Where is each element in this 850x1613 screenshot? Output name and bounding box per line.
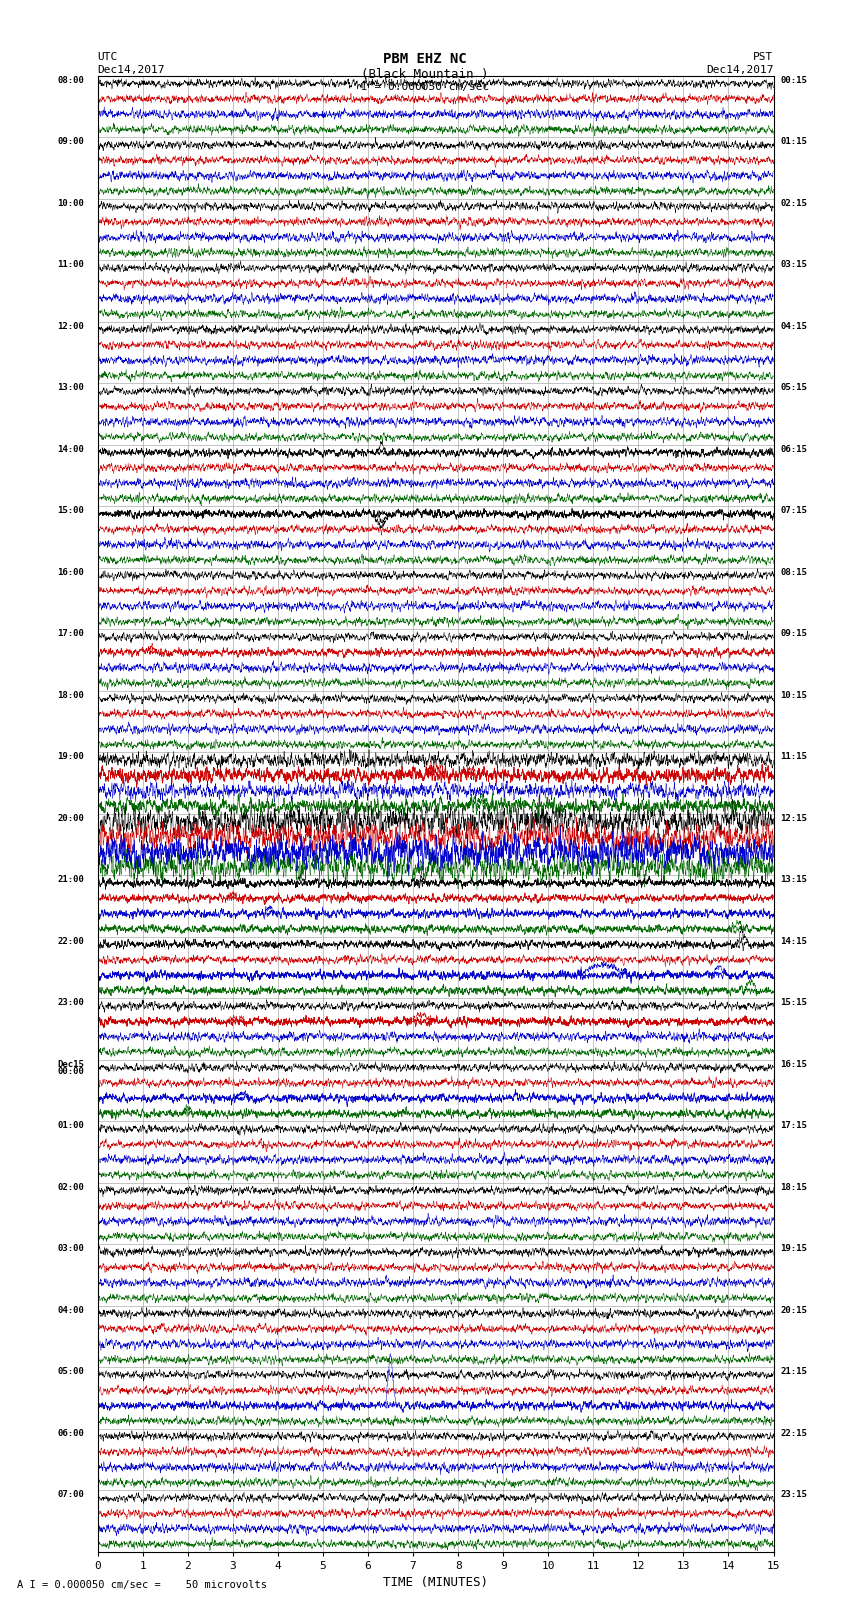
Text: 09:00: 09:00 bbox=[57, 137, 84, 147]
Text: 23:00: 23:00 bbox=[57, 998, 84, 1007]
Text: 17:00: 17:00 bbox=[57, 629, 84, 639]
Text: 02:00: 02:00 bbox=[57, 1182, 84, 1192]
Text: 14:00: 14:00 bbox=[57, 445, 84, 453]
Text: PST: PST bbox=[753, 52, 774, 61]
Text: Dec15: Dec15 bbox=[57, 1060, 84, 1069]
Text: 05:15: 05:15 bbox=[780, 384, 808, 392]
Text: UTC: UTC bbox=[98, 52, 118, 61]
Text: I = 0.000050 cm/sec: I = 0.000050 cm/sec bbox=[361, 82, 489, 92]
Text: 15:00: 15:00 bbox=[57, 506, 84, 515]
Text: 08:15: 08:15 bbox=[780, 568, 808, 577]
Text: 17:15: 17:15 bbox=[780, 1121, 808, 1131]
Text: 22:00: 22:00 bbox=[57, 937, 84, 945]
Text: 22:15: 22:15 bbox=[780, 1429, 808, 1437]
Text: A I = 0.000050 cm/sec =    50 microvolts: A I = 0.000050 cm/sec = 50 microvolts bbox=[17, 1581, 267, 1590]
Text: 07:15: 07:15 bbox=[780, 506, 808, 515]
Text: 03:00: 03:00 bbox=[57, 1244, 84, 1253]
Text: 14:15: 14:15 bbox=[780, 937, 808, 945]
Text: Dec14,2017: Dec14,2017 bbox=[706, 65, 774, 74]
Text: 13:00: 13:00 bbox=[57, 384, 84, 392]
Text: 16:15: 16:15 bbox=[780, 1060, 808, 1069]
Text: Dec14,2017: Dec14,2017 bbox=[98, 65, 165, 74]
Text: 20:15: 20:15 bbox=[780, 1307, 808, 1315]
Text: 21:00: 21:00 bbox=[57, 876, 84, 884]
Text: 11:00: 11:00 bbox=[57, 260, 84, 269]
Text: 07:00: 07:00 bbox=[57, 1490, 84, 1498]
Text: 06:00: 06:00 bbox=[57, 1429, 84, 1437]
Text: 09:15: 09:15 bbox=[780, 629, 808, 639]
Text: 11:15: 11:15 bbox=[780, 752, 808, 761]
Text: 03:15: 03:15 bbox=[780, 260, 808, 269]
Text: 04:15: 04:15 bbox=[780, 323, 808, 331]
Text: PBM EHZ NC: PBM EHZ NC bbox=[383, 52, 467, 66]
Text: 08:00: 08:00 bbox=[57, 76, 84, 85]
Text: 21:15: 21:15 bbox=[780, 1368, 808, 1376]
Text: 01:15: 01:15 bbox=[780, 137, 808, 147]
X-axis label: TIME (MINUTES): TIME (MINUTES) bbox=[383, 1576, 488, 1589]
Text: 13:15: 13:15 bbox=[780, 876, 808, 884]
Text: 18:00: 18:00 bbox=[57, 690, 84, 700]
Text: 19:15: 19:15 bbox=[780, 1244, 808, 1253]
Text: 01:00: 01:00 bbox=[57, 1121, 84, 1131]
Text: 05:00: 05:00 bbox=[57, 1368, 84, 1376]
Text: 19:00: 19:00 bbox=[57, 752, 84, 761]
Text: 15:15: 15:15 bbox=[780, 998, 808, 1007]
Text: 02:15: 02:15 bbox=[780, 198, 808, 208]
Text: 12:15: 12:15 bbox=[780, 815, 808, 823]
Text: 06:15: 06:15 bbox=[780, 445, 808, 453]
Text: 04:00: 04:00 bbox=[57, 1307, 84, 1315]
Text: 00:00: 00:00 bbox=[57, 1068, 84, 1076]
Text: (Black Mountain ): (Black Mountain ) bbox=[361, 68, 489, 81]
Text: 12:00: 12:00 bbox=[57, 323, 84, 331]
Text: 10:00: 10:00 bbox=[57, 198, 84, 208]
Text: 23:15: 23:15 bbox=[780, 1490, 808, 1498]
Text: 00:15: 00:15 bbox=[780, 76, 808, 85]
Text: 10:15: 10:15 bbox=[780, 690, 808, 700]
Text: 16:00: 16:00 bbox=[57, 568, 84, 577]
Text: 18:15: 18:15 bbox=[780, 1182, 808, 1192]
Text: 20:00: 20:00 bbox=[57, 815, 84, 823]
